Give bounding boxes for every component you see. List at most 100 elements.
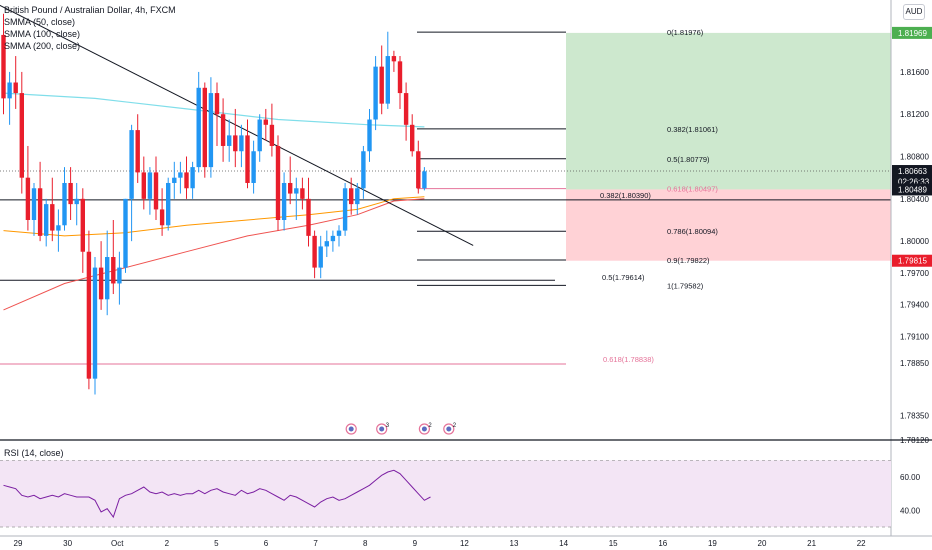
candle-body bbox=[153, 172, 159, 210]
candle-body bbox=[397, 61, 403, 94]
x-tick-label: 2 bbox=[165, 539, 170, 548]
candle-body bbox=[19, 93, 24, 178]
chart-legend: British Pound / Australian Dollar, 4h, F… bbox=[4, 4, 176, 52]
x-tick-label: 22 bbox=[857, 539, 866, 548]
candle-body bbox=[422, 171, 427, 189]
candle-body bbox=[233, 135, 238, 152]
x-tick-label: 16 bbox=[658, 539, 667, 548]
candle-body bbox=[214, 93, 220, 115]
candle-body bbox=[275, 145, 281, 220]
rsi-legend[interactable]: RSI (14, close) bbox=[4, 448, 64, 458]
candle-body bbox=[410, 124, 415, 152]
candle-body bbox=[227, 135, 232, 146]
candle-body bbox=[147, 172, 153, 199]
y-tick-label: 1.81200 bbox=[900, 110, 929, 119]
loss-zone bbox=[566, 189, 891, 261]
x-tick-label: 15 bbox=[609, 539, 618, 548]
candle-body bbox=[62, 182, 67, 226]
candle-body bbox=[239, 135, 244, 152]
candle-body bbox=[196, 87, 201, 168]
candle-body bbox=[220, 114, 226, 146]
event-marker-dot bbox=[446, 426, 452, 432]
candle-body bbox=[166, 182, 171, 226]
candle-body bbox=[416, 151, 421, 189]
candle-body bbox=[349, 188, 354, 205]
x-tick-label: 14 bbox=[559, 539, 568, 548]
x-tick-label: 29 bbox=[14, 539, 23, 548]
fib-level-label: 0.786(1.80094) bbox=[667, 227, 718, 236]
x-tick-label: Oct bbox=[111, 539, 124, 548]
candle-body bbox=[184, 172, 189, 189]
x-tick-label: 20 bbox=[758, 539, 767, 548]
candle-body bbox=[31, 188, 37, 220]
y-tick-label: 1.79700 bbox=[900, 269, 929, 278]
candle-body bbox=[361, 151, 366, 189]
candle-body bbox=[178, 172, 183, 178]
candle-body bbox=[117, 267, 122, 284]
price-tag-label: 1.80489 bbox=[898, 185, 927, 194]
candle-body bbox=[385, 56, 390, 104]
candle-body bbox=[37, 188, 43, 236]
price-tag bbox=[892, 254, 932, 267]
legend-smma100[interactable]: SMMA (100, close) bbox=[4, 29, 81, 39]
fib-ext-label: 0.618(1.78838) bbox=[603, 355, 654, 364]
candle-body bbox=[86, 251, 92, 379]
candle-body bbox=[7, 82, 12, 99]
fib-ext-label: 0.5(1.79614) bbox=[602, 273, 645, 282]
x-tick-label: 8 bbox=[363, 539, 368, 548]
candle-body bbox=[318, 246, 323, 268]
fib-level-label: 1(1.79582) bbox=[667, 281, 704, 290]
candle-body bbox=[306, 198, 311, 236]
candle-body bbox=[1, 34, 6, 99]
fib-level-label: 0(1.81976) bbox=[667, 28, 704, 37]
fib-ext-label: 0.382(1.80390) bbox=[600, 191, 651, 200]
event-marker-dot bbox=[421, 426, 427, 432]
price-tag-label: 1.80663 bbox=[898, 167, 927, 176]
y-tick-label: 1.80800 bbox=[900, 153, 929, 162]
candle-body bbox=[288, 182, 293, 194]
fib-level-label: 0.618(1.80497) bbox=[667, 185, 718, 194]
candle-body bbox=[257, 119, 262, 152]
candle-body bbox=[312, 235, 317, 268]
x-tick-label: 19 bbox=[708, 539, 717, 548]
candle-body bbox=[208, 93, 214, 168]
candle-body bbox=[50, 204, 55, 231]
x-tick-label: 13 bbox=[510, 539, 519, 548]
candle-body bbox=[172, 177, 177, 183]
currency-button[interactable]: AUD bbox=[903, 4, 925, 20]
legend-title[interactable]: British Pound / Australian Dollar, 4h, F… bbox=[4, 5, 176, 15]
y-tick-label: 1.80000 bbox=[900, 237, 929, 246]
x-tick-label: 6 bbox=[264, 539, 269, 548]
price-tag-label: 02:26:33 bbox=[898, 178, 930, 187]
y-tick-label: 1.80400 bbox=[900, 195, 929, 204]
x-tick-label: 9 bbox=[413, 539, 418, 548]
candle-body bbox=[56, 225, 61, 231]
event-count: 2 bbox=[453, 423, 457, 429]
profit-zone bbox=[566, 32, 891, 190]
legend-smma50[interactable]: SMMA (50, close) bbox=[4, 17, 76, 27]
candle-body bbox=[373, 66, 378, 120]
candle-body bbox=[80, 198, 85, 252]
price-tag-label: 1.79815 bbox=[898, 257, 927, 266]
price-tag bbox=[892, 26, 932, 39]
x-tick-label: 5 bbox=[214, 539, 219, 548]
candle-body bbox=[92, 267, 98, 379]
candle-body bbox=[159, 209, 165, 226]
rsi-band bbox=[0, 460, 891, 527]
fib-level-label: 0.5(1.80779) bbox=[667, 155, 710, 164]
candle-body bbox=[129, 130, 134, 199]
legend-smma200[interactable]: SMMA (200, close) bbox=[4, 41, 81, 51]
candle-body bbox=[379, 66, 384, 104]
candle-body bbox=[202, 87, 207, 168]
candle-body bbox=[263, 119, 268, 125]
event-marker-dot bbox=[348, 426, 354, 432]
candle-body bbox=[330, 235, 336, 242]
event-marker-dot bbox=[379, 426, 385, 432]
candle-body bbox=[13, 82, 18, 94]
fib-level-label: 0.9(1.79822) bbox=[667, 256, 710, 265]
candle-body bbox=[190, 167, 195, 189]
candle-body bbox=[355, 188, 360, 205]
candle-body bbox=[403, 93, 409, 125]
